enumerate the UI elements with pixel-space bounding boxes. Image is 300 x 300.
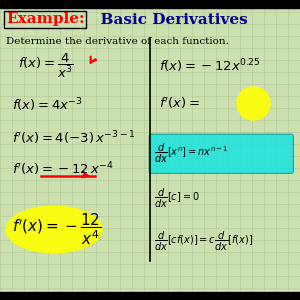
Text: Example:: Example: — [6, 13, 85, 26]
Text: $\dfrac{d}{dx}[x^n] = nx^{n-1}$: $\dfrac{d}{dx}[x^n] = nx^{n-1}$ — [154, 142, 229, 164]
Text: $f^{\prime}(x) = -12\,x^{-4}$: $f^{\prime}(x) = -12\,x^{-4}$ — [12, 161, 114, 178]
Bar — [0, 292, 300, 300]
Text: $\dfrac{d}{dx}[c] = 0$: $\dfrac{d}{dx}[c] = 0$ — [154, 187, 200, 209]
Text: $\dfrac{d}{dx}[cf(x)] = c\dfrac{d}{dx}[f(x)]$: $\dfrac{d}{dx}[cf(x)] = c\dfrac{d}{dx}[f… — [154, 230, 254, 253]
Text: $f^{\prime}(x) = $: $f^{\prime}(x) = $ — [159, 96, 200, 111]
Bar — [0, 0, 300, 8]
Text: $f(x) = -12x^{0.25}$: $f(x) = -12x^{0.25}$ — [159, 57, 261, 75]
Text: $f^{\prime}(x) = 4(-3)\,x^{-3-1}$: $f^{\prime}(x) = 4(-3)\,x^{-3-1}$ — [12, 129, 136, 147]
Circle shape — [237, 87, 270, 120]
Text: $f^{\prime}(x) = -\dfrac{12}{x^4}$: $f^{\prime}(x) = -\dfrac{12}{x^4}$ — [12, 212, 102, 247]
Text: $f(x) = 4x^{-3}$: $f(x) = 4x^{-3}$ — [12, 96, 83, 114]
Ellipse shape — [6, 206, 102, 253]
FancyBboxPatch shape — [149, 134, 293, 173]
Text: Basic Derivatives: Basic Derivatives — [90, 13, 248, 26]
Text: Determine the derivative of each function.: Determine the derivative of each functio… — [6, 37, 229, 46]
Text: $f(x) = \dfrac{4}{x^3}$: $f(x) = \dfrac{4}{x^3}$ — [18, 52, 74, 80]
